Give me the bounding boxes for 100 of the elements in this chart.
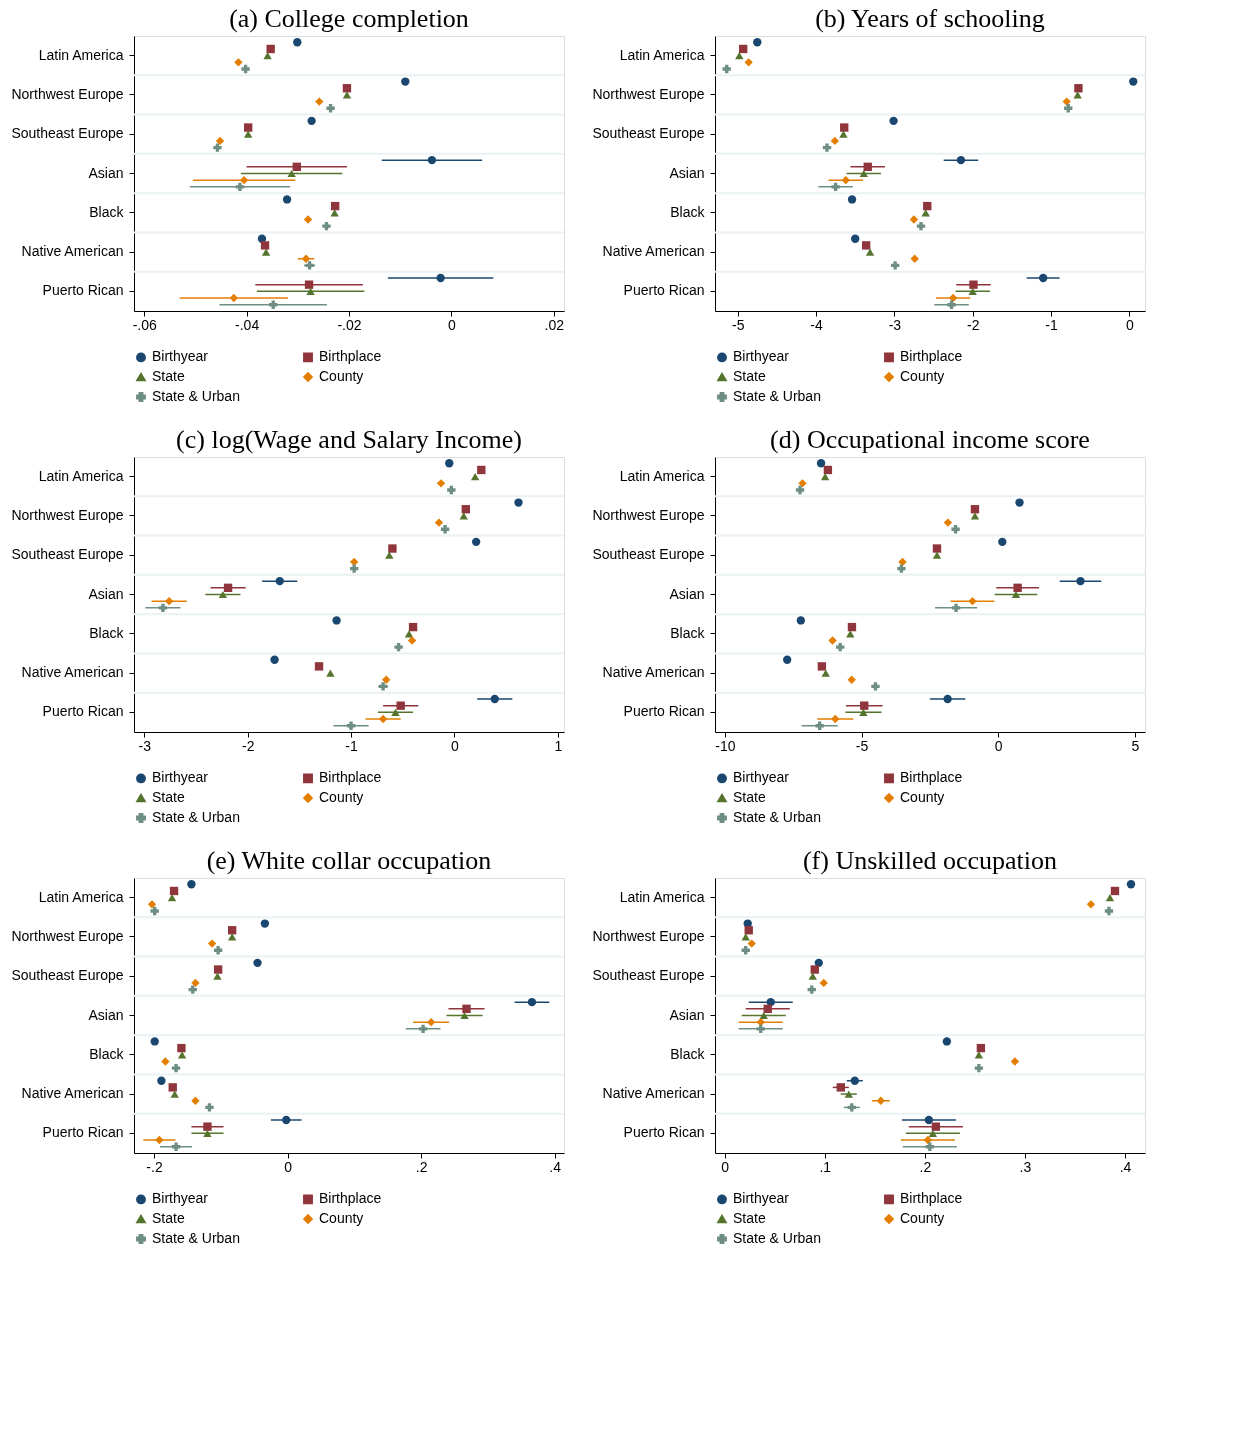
- chart-title: (e) White collar occupation: [206, 846, 492, 875]
- x-tick-label: .2: [415, 1158, 428, 1175]
- x-tick-label: .1: [819, 1158, 832, 1175]
- y-tick-label: Northwest Europe: [11, 506, 124, 523]
- y-tick-label: Latin America: [619, 46, 705, 63]
- y-tick-label: Southeast Europe: [592, 125, 705, 142]
- x-tick-label: -.2: [146, 1158, 163, 1175]
- y-tick-label: Native American: [21, 664, 124, 681]
- legend-label: County: [900, 1210, 945, 1226]
- legend-label: Birthyear: [152, 769, 209, 786]
- x-tick-label: -5: [731, 316, 745, 333]
- legend-label: Birthyear: [152, 348, 209, 365]
- y-tick-label: Asian: [669, 585, 705, 602]
- y-tick-label: Puerto Rican: [42, 703, 124, 720]
- y-tick-label: Southeast Europe: [11, 967, 124, 984]
- y-tick-label: Southeast Europe: [11, 125, 124, 142]
- y-tick-label: Latin America: [38, 888, 124, 905]
- y-tick-label: Puerto Rican: [42, 1124, 124, 1141]
- y-tick-label: Black: [89, 624, 125, 641]
- y-tick-label: Asian: [88, 585, 124, 602]
- y-tick-label: Latin America: [38, 46, 124, 63]
- chart-title: (d) Occupational income score: [770, 425, 1090, 454]
- x-tick-label: .2: [919, 1158, 932, 1175]
- x-tick-label: -1: [345, 737, 358, 754]
- y-tick-label: Native American: [602, 664, 705, 681]
- y-tick-label: Native American: [21, 243, 124, 260]
- legend-label: Birthyear: [733, 1190, 790, 1207]
- legend-label: State & Urban: [733, 809, 821, 825]
- y-tick-label: Northwest Europe: [11, 85, 124, 102]
- x-tick-label: 0: [994, 737, 1003, 754]
- legend-label: State: [733, 789, 766, 805]
- x-tick-label: -3: [138, 737, 152, 754]
- y-tick-label: Asian: [88, 1006, 124, 1023]
- legend-label: Birthplace: [900, 769, 963, 786]
- legend-label: State: [152, 368, 185, 384]
- legend-label: Birthyear: [152, 1190, 209, 1207]
- y-tick-label: Northwest Europe: [11, 927, 124, 944]
- y-tick-label: Black: [89, 1045, 125, 1062]
- legend-label: County: [319, 1210, 364, 1226]
- y-tick-label: Latin America: [38, 467, 124, 484]
- x-tick-label: 1: [554, 737, 563, 754]
- y-tick-label: Northwest Europe: [592, 927, 705, 944]
- x-tick-label: 0: [1125, 316, 1134, 333]
- x-tick-label: .4: [1119, 1158, 1132, 1175]
- y-tick-label: Asian: [88, 164, 124, 181]
- y-tick-label: Black: [670, 203, 706, 220]
- x-tick-label: .4: [549, 1158, 562, 1175]
- x-tick-label: 0: [721, 1158, 730, 1175]
- legend-label: State: [733, 368, 766, 384]
- legend-label: Birthyear: [733, 769, 790, 786]
- y-tick-label: Puerto Rican: [623, 1124, 705, 1141]
- x-tick-label: 0: [447, 316, 456, 333]
- y-tick-label: Puerto Rican: [623, 282, 705, 299]
- legend-label: State: [152, 789, 185, 805]
- y-tick-label: Northwest Europe: [592, 85, 705, 102]
- x-tick-label: -.06: [132, 316, 158, 333]
- y-tick-label: Native American: [21, 1085, 124, 1102]
- y-tick-label: Black: [89, 203, 125, 220]
- y-tick-label: Latin America: [619, 467, 705, 484]
- y-tick-label: Native American: [602, 243, 705, 260]
- chart-title: (a) College completion: [229, 4, 469, 33]
- legend-label: County: [319, 789, 364, 805]
- legend-label: State & Urban: [152, 388, 240, 404]
- x-tick-label: .02: [544, 316, 565, 333]
- y-tick-label: Black: [670, 624, 706, 641]
- legend-label: County: [319, 368, 364, 384]
- legend-label: Birthplace: [319, 769, 382, 786]
- legend-label: Birthplace: [900, 1190, 963, 1207]
- x-tick-label: .3: [1019, 1158, 1032, 1175]
- x-tick-label: -4: [810, 316, 823, 333]
- y-tick-label: Asian: [669, 164, 705, 181]
- x-tick-label: 5: [1131, 737, 1140, 754]
- legend-label: State: [733, 1210, 766, 1226]
- x-tick-label: -2: [241, 737, 255, 754]
- y-tick-label: Black: [670, 1045, 706, 1062]
- y-tick-label: Puerto Rican: [623, 703, 705, 720]
- x-tick-label: -.02: [337, 316, 362, 333]
- y-tick-label: Southeast Europe: [592, 546, 705, 563]
- legend-label: County: [900, 368, 945, 384]
- x-tick-label: 0: [284, 1158, 293, 1175]
- legend-label: State & Urban: [152, 1230, 240, 1246]
- legend-label: Birthyear: [733, 348, 790, 365]
- y-tick-label: Northwest Europe: [592, 506, 705, 523]
- chart-title: (b) Years of schooling: [815, 4, 1045, 33]
- chart-title: (c) log(Wage and Salary Income): [176, 425, 522, 454]
- legend-label: County: [900, 789, 945, 805]
- x-tick-label: -1: [1045, 316, 1058, 333]
- legend-label: Birthplace: [900, 348, 963, 365]
- legend-label: State: [152, 1210, 185, 1226]
- y-tick-label: Puerto Rican: [42, 282, 124, 299]
- legend-label: Birthplace: [319, 1190, 382, 1207]
- legend-label: State & Urban: [152, 809, 240, 825]
- legend-label: State & Urban: [733, 1230, 821, 1246]
- y-tick-label: Latin America: [619, 888, 705, 905]
- y-tick-label: Native American: [602, 1085, 705, 1102]
- x-tick-label: -3: [888, 316, 902, 333]
- legend-label: Birthplace: [319, 348, 382, 365]
- x-tick-label: -2: [966, 316, 980, 333]
- y-tick-label: Asian: [669, 1006, 705, 1023]
- x-tick-label: 0: [451, 737, 460, 754]
